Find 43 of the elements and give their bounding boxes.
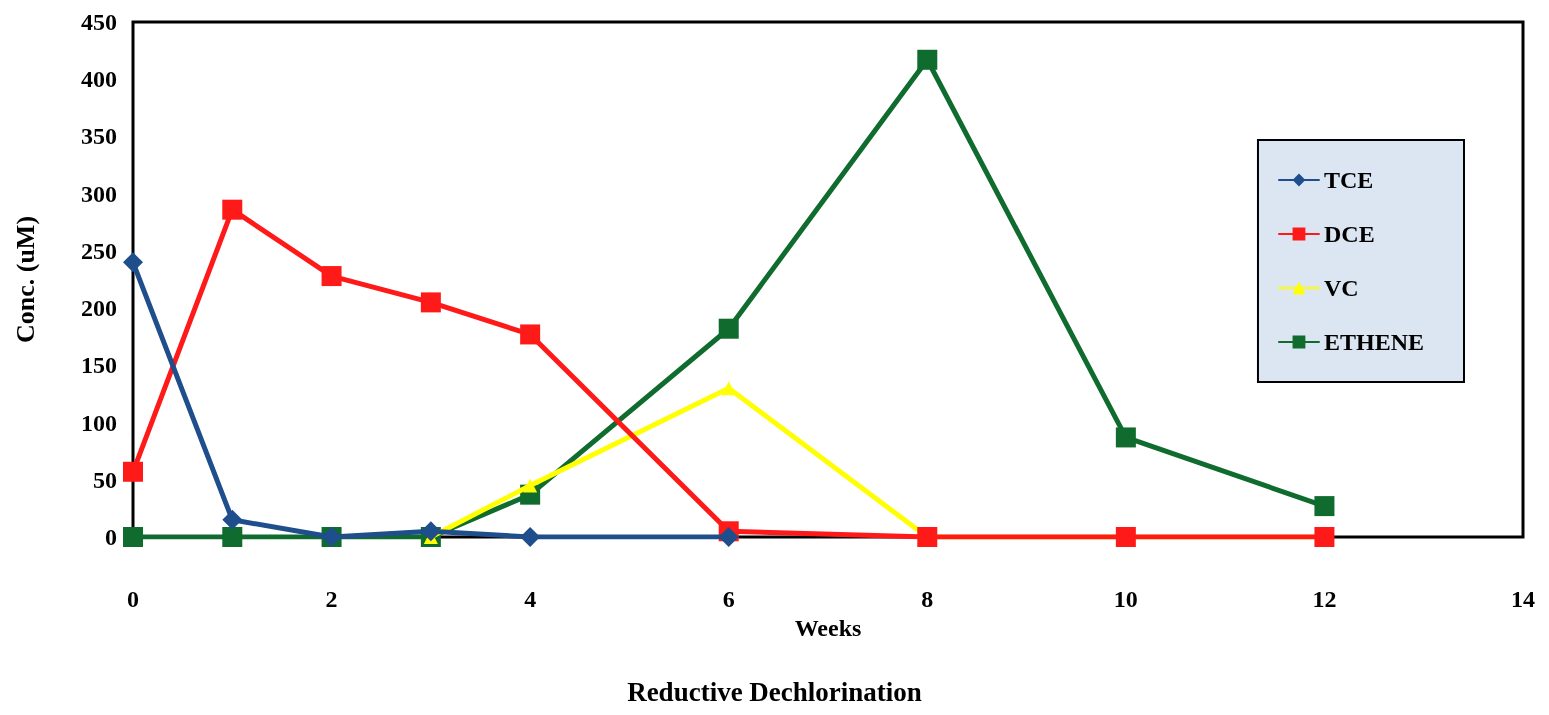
legend-label: VC <box>1323 275 1359 301</box>
y-tick-label: 350 <box>81 123 117 150</box>
legend-label: ETHENE <box>1323 329 1424 355</box>
x-tick-label: 8 <box>921 586 934 612</box>
point <box>222 527 243 547</box>
y-axis-title: Conc. (uM) <box>10 215 40 344</box>
y-tick-label: 400 <box>81 66 117 93</box>
text: Reductive Dechlorination <box>627 676 922 707</box>
point <box>222 509 243 530</box>
point <box>420 292 441 313</box>
point <box>1115 427 1136 448</box>
y-tick-label: 150 <box>81 352 117 379</box>
point <box>1314 496 1335 517</box>
x-tick-label: 2 <box>325 586 338 612</box>
y-tick-label: 250 <box>81 237 117 264</box>
y-tick-label: 0 <box>105 524 117 550</box>
x-tick-label: 0 <box>127 586 139 612</box>
y-tick-label: 300 <box>81 180 117 207</box>
point <box>321 266 342 287</box>
point <box>718 527 739 547</box>
legend-label: TCE <box>1323 167 1374 193</box>
point <box>520 527 541 547</box>
point <box>520 324 541 345</box>
point <box>123 252 143 273</box>
point <box>917 49 938 70</box>
x-tick-label: 12 <box>1312 586 1337 612</box>
x-tick-label: 10 <box>1113 586 1138 612</box>
y-tick-label: 450 <box>81 9 117 35</box>
x-tick-label: 14 <box>1511 586 1535 612</box>
point <box>123 527 143 547</box>
point <box>420 521 441 542</box>
point <box>718 318 739 339</box>
x-tick-label: 6 <box>722 586 735 612</box>
x-axis-title: Weeks <box>794 614 862 641</box>
point <box>222 199 243 220</box>
y-tick-label: 50 <box>93 466 117 493</box>
x-tick-label: 4 <box>524 586 537 612</box>
point <box>523 478 538 493</box>
point <box>123 461 143 482</box>
point <box>721 381 736 396</box>
legend-label: DCE <box>1323 221 1375 247</box>
y-tick-label: 200 <box>81 295 117 322</box>
y-tick-label: 100 <box>81 409 117 436</box>
